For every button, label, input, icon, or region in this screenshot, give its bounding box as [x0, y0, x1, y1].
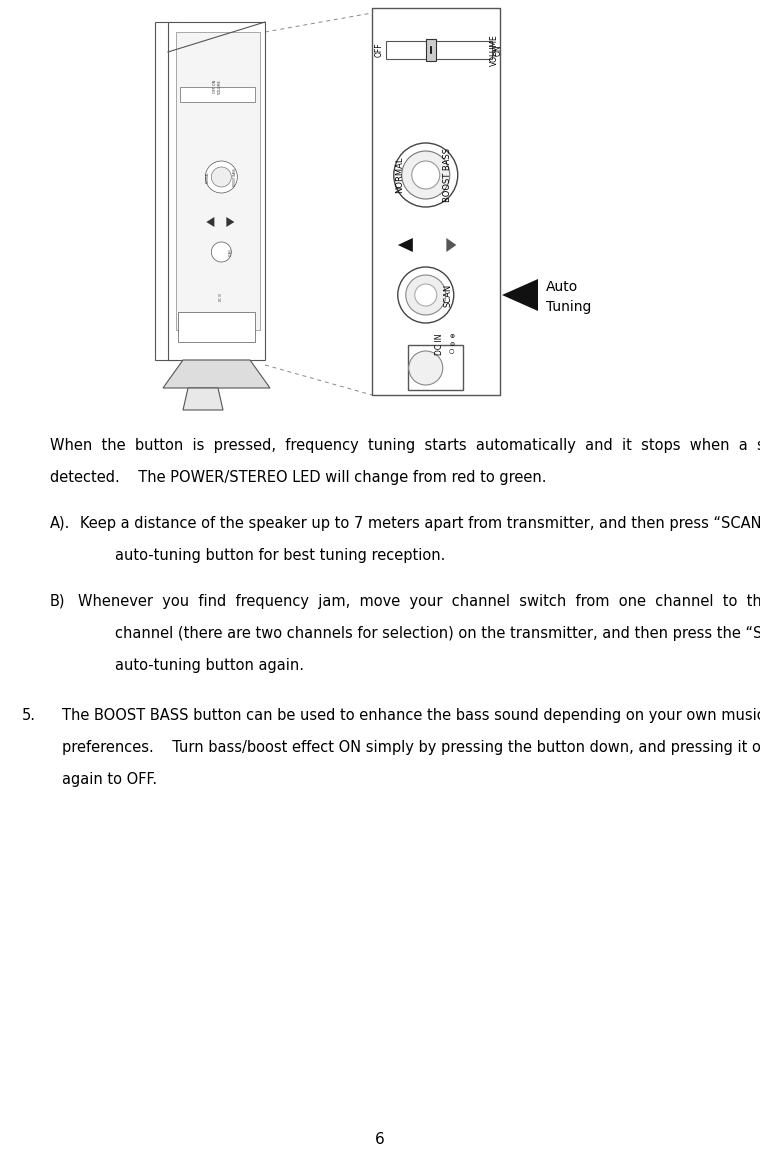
Bar: [176, 32, 260, 330]
Text: channel (there are two channels for selection) on the transmitter, and then pres: channel (there are two channels for sele…: [115, 627, 760, 641]
Text: ON: ON: [494, 44, 503, 56]
Polygon shape: [183, 388, 223, 410]
Text: ○: ○: [449, 348, 454, 353]
Text: B): B): [50, 594, 65, 609]
Text: BOOST BASS: BOOST BASS: [233, 168, 237, 186]
Text: Tuning: Tuning: [546, 300, 591, 314]
Circle shape: [402, 151, 450, 199]
Circle shape: [412, 161, 440, 189]
Bar: [178, 312, 255, 343]
Text: auto-tuning button for best tuning reception.: auto-tuning button for best tuning recep…: [115, 548, 445, 563]
Circle shape: [211, 242, 231, 262]
Text: DC IN: DC IN: [220, 293, 223, 300]
Circle shape: [397, 267, 454, 323]
Text: NORMAL: NORMAL: [395, 157, 404, 193]
Bar: [386, 41, 492, 58]
Circle shape: [394, 143, 458, 207]
Circle shape: [205, 161, 237, 193]
Bar: [168, 22, 265, 360]
Bar: [180, 87, 255, 102]
Text: A).: A).: [50, 516, 71, 531]
Bar: [372, 8, 500, 395]
Text: ⊖: ⊖: [449, 341, 454, 346]
Text: Keep a distance of the speaker up to 7 meters apart from transmitter, and then p: Keep a distance of the speaker up to 7 m…: [80, 516, 760, 531]
Text: SCAN: SCAN: [230, 248, 233, 256]
Text: 5.: 5.: [22, 708, 36, 722]
Polygon shape: [163, 360, 270, 388]
Text: again to OFF.: again to OFF.: [62, 772, 157, 787]
Polygon shape: [207, 217, 214, 227]
Text: When  the  button  is  pressed,  frequency  tuning  starts  automatically  and  : When the button is pressed, frequency tu…: [50, 438, 760, 454]
Bar: [155, 22, 178, 360]
Text: The BOOST BASS button can be used to enhance the bass sound depending on your ow: The BOOST BASS button can be used to enh…: [62, 708, 760, 722]
Circle shape: [211, 167, 231, 187]
Polygon shape: [446, 238, 456, 253]
Text: 6: 6: [375, 1133, 385, 1148]
Polygon shape: [397, 238, 413, 253]
Circle shape: [406, 275, 446, 314]
Bar: [426, 39, 435, 61]
Text: VOLUME: VOLUME: [489, 34, 499, 65]
Circle shape: [415, 284, 437, 306]
Text: ⊕: ⊕: [449, 334, 454, 339]
Text: OFF ON
VOLUME: OFF ON VOLUME: [214, 79, 222, 94]
Text: DC IN: DC IN: [435, 333, 445, 354]
Bar: [408, 345, 463, 390]
Text: BOOST BASS: BOOST BASS: [443, 148, 452, 202]
Text: Auto: Auto: [546, 281, 578, 293]
Text: auto-tuning button again.: auto-tuning button again.: [115, 658, 304, 673]
Circle shape: [409, 351, 443, 385]
Text: NORMAL: NORMAL: [205, 171, 209, 182]
Text: preferences.    Turn bass/boost effect ON simply by pressing the button down, an: preferences. Turn bass/boost effect ON s…: [62, 740, 760, 755]
Polygon shape: [226, 217, 234, 227]
Text: Whenever  you  find  frequency  jam,  move  your  channel  switch  from  one  ch: Whenever you find frequency jam, move yo…: [78, 594, 760, 609]
Text: detected.    The POWER/STEREO LED will change from red to green.: detected. The POWER/STEREO LED will chan…: [50, 470, 546, 485]
Text: SCAN: SCAN: [443, 283, 452, 306]
Text: OFF: OFF: [375, 43, 384, 57]
Polygon shape: [502, 279, 538, 311]
